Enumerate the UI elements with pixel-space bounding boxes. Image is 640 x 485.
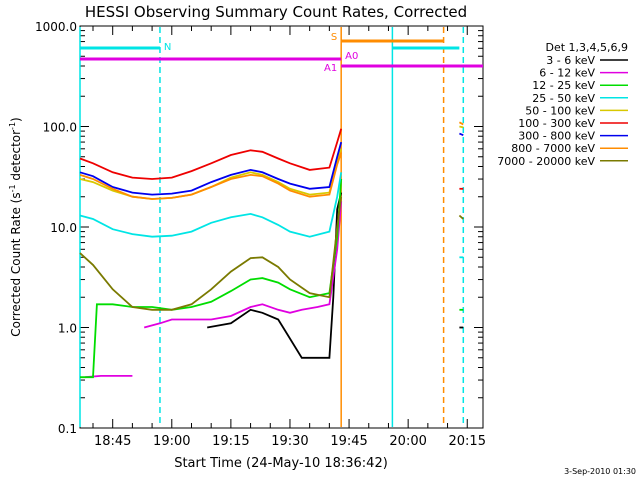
legend-label: 100 - 300 keV: [518, 117, 595, 130]
chart-title: HESSI Observing Summary Count Rates, Cor…: [85, 3, 467, 21]
series-layer: [79, 121, 464, 379]
y-axis-label: Corrected Count Rate (s-1 detector-1): [8, 117, 23, 336]
footer-date: 3-Sep-2010 01:30: [564, 467, 636, 476]
legend-label: 7000 - 20000 keV: [497, 155, 595, 168]
y-axis-label-main: Corrected Count Rate (s: [9, 192, 23, 336]
flag-label: A1: [324, 63, 337, 74]
legend-label: 50 - 100 keV: [525, 104, 595, 117]
y-tick-label: 0.1: [58, 422, 77, 436]
series-line-after-gap: [458, 214, 464, 220]
legend-label: 25 - 50 keV: [532, 92, 595, 105]
series-line: [79, 152, 343, 200]
legend-label: 12 - 25 keV: [532, 79, 595, 92]
series-line-after-gap: [459, 125, 464, 129]
series-line: [80, 178, 343, 379]
legend-label: 800 - 7000 keV: [511, 142, 595, 155]
legend-label: 6 - 12 keV: [539, 67, 595, 80]
y-axis-label-mid: detector: [9, 130, 23, 185]
x-tick-label: 20:15: [449, 434, 486, 449]
marker-lines: [79, 27, 465, 427]
series-line: [79, 128, 343, 180]
legend-label: 3 - 6 keV: [546, 54, 595, 67]
legend-title: Det 1,3,4,5,6,9: [545, 41, 628, 54]
y-tick-label: 10.0: [50, 221, 77, 235]
flag-label: N: [164, 42, 171, 53]
series-line: [79, 172, 343, 238]
y-axis: 0.1 1.0 10.0 100.0 1000.0: [35, 20, 483, 436]
series-line: [207, 192, 343, 359]
y-tick-label: 100.0: [43, 121, 77, 135]
x-tick-label: 18:45: [94, 434, 131, 449]
flag-label: S: [331, 32, 337, 43]
y-tick-label: 1.0: [58, 322, 77, 336]
series-line-after-gap: [458, 121, 464, 126]
y-axis-label-sup2: -1: [8, 122, 17, 130]
x-tick-label: 20:00: [389, 434, 426, 449]
flag-label: A0: [345, 51, 358, 62]
x-tick-label: 19:00: [153, 434, 190, 449]
flag-bars: N S A0 A1: [80, 32, 483, 74]
x-tick-label: 19:15: [212, 434, 249, 449]
x-axis: 18:45 19:00 19:15 19:30 19:45 20:00 20:15: [92, 26, 486, 449]
series-line-segment: [143, 201, 343, 329]
series-line-after-gap: [459, 132, 464, 137]
series-line: [79, 141, 343, 196]
x-tick-label: 19:30: [271, 434, 308, 449]
series-line: [79, 196, 343, 311]
y-tick-label: 1000.0: [35, 20, 77, 34]
legend-label: 300 - 800 keV: [518, 130, 595, 143]
x-axis-label: Start Time (24-May-10 18:36:42): [174, 456, 388, 471]
y-axis-label-sup1: -1: [8, 184, 17, 192]
y-axis-label-end: ): [9, 117, 23, 122]
x-tick-label: 19:45: [330, 434, 367, 449]
